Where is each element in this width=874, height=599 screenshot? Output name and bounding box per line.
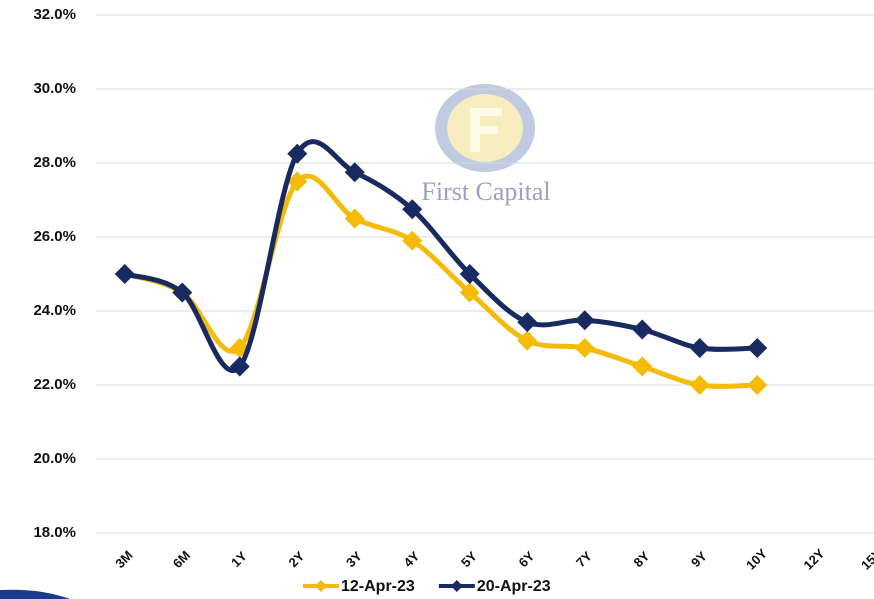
x-tick-label: 4Y [401, 548, 423, 570]
marker [287, 171, 308, 192]
x-tick-label: 12Y [801, 546, 828, 573]
marker [689, 375, 710, 395]
marker [459, 264, 480, 284]
marker [172, 282, 193, 303]
y-tick-label: 20.0% [33, 450, 76, 467]
watermark: First Capital [421, 177, 550, 206]
y-tick-label: 32.0% [33, 6, 76, 23]
x-tick-label: 1Y [228, 548, 250, 570]
legend-marker [315, 580, 327, 592]
x-tick-label: 8Y [631, 548, 653, 570]
marker [574, 338, 595, 358]
marker [114, 264, 135, 284]
marker [632, 356, 653, 377]
marker [229, 356, 250, 377]
x-tick-label: 9Y [688, 548, 710, 570]
y-tick-label: 26.0% [33, 228, 76, 245]
x-tick-label: 5Y [458, 548, 480, 570]
y-tick-label: 18.0% [33, 524, 76, 541]
marker [287, 143, 308, 164]
marker [689, 338, 710, 358]
logo [435, 84, 535, 172]
marker [344, 162, 365, 183]
legend-label: 12-Apr-23 [341, 578, 415, 595]
marker [402, 230, 423, 251]
x-tick-label: 15Y [858, 546, 874, 573]
x-tick-label: 3M [112, 548, 135, 571]
x-tick-label: 3Y [343, 548, 365, 570]
corner-decoration [0, 589, 70, 599]
legend-marker [450, 580, 463, 592]
marker [632, 319, 653, 340]
x-tick-label: 2Y [286, 548, 308, 570]
x-tick-label: 7Y [573, 548, 595, 570]
y-tick-label: 30.0% [33, 80, 76, 97]
marker [344, 208, 365, 229]
logo-letter [470, 108, 502, 152]
y-tick-label: 28.0% [33, 154, 76, 171]
x-tick-label: 6Y [516, 548, 538, 570]
marker [517, 330, 538, 351]
marker [747, 338, 768, 358]
marker [747, 375, 768, 395]
x-tick-label: 10Y [743, 546, 770, 573]
x-tick-label: 6M [170, 548, 193, 571]
marker [574, 310, 595, 331]
marker [517, 312, 538, 333]
y-tick-label: 22.0% [33, 376, 76, 393]
series-line [123, 139, 758, 373]
y-tick-label: 24.0% [33, 302, 76, 319]
marker [402, 199, 423, 220]
marker [459, 282, 480, 303]
legend-label: 20-Apr-23 [477, 578, 551, 595]
